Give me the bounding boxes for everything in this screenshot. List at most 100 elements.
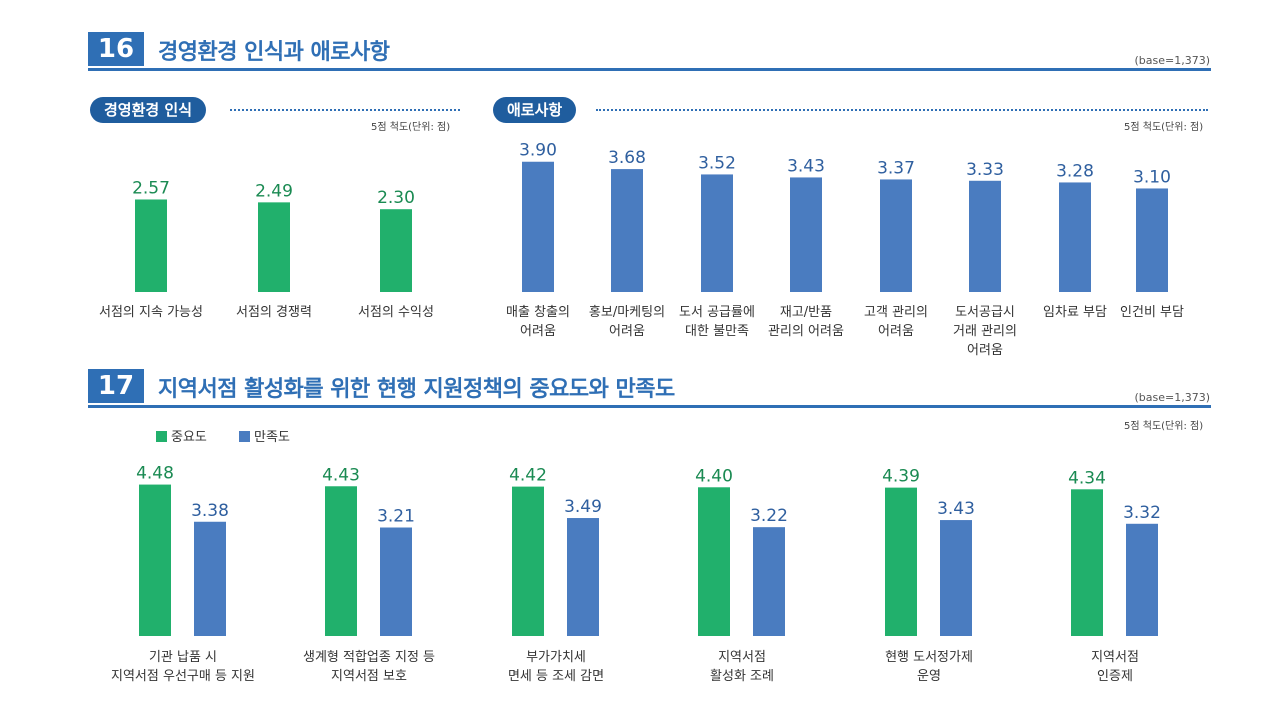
data-label: 3.90 — [519, 141, 557, 161]
legend-label: 만족도 — [254, 430, 290, 445]
data-label: 3.43 — [787, 156, 825, 176]
x-tick-label: 도서공급시 — [955, 305, 1015, 320]
x-tick-label: 서점의 경쟁력 — [236, 305, 312, 320]
bar — [139, 484, 171, 636]
bar — [1071, 489, 1103, 636]
x-tick-label: 서점의 지속 가능성 — [99, 305, 203, 320]
x-tick-label: 거래 관리의 — [953, 324, 1017, 339]
data-label: 3.68 — [608, 148, 646, 168]
legend-item-satisfaction: 만족도 — [239, 430, 290, 445]
bar — [701, 174, 733, 292]
data-label: 2.30 — [377, 188, 415, 208]
data-label: 3.22 — [750, 506, 788, 526]
chart-legend: 중요도 만족도 — [156, 426, 318, 445]
bar — [753, 527, 785, 636]
data-label: 3.10 — [1133, 167, 1171, 187]
bar — [512, 486, 544, 636]
bar — [522, 161, 554, 292]
bar — [194, 521, 226, 636]
bar — [1059, 182, 1091, 292]
bar — [940, 520, 972, 636]
unit-label: 5점 척도(단위: 점) — [1124, 122, 1204, 133]
data-label: 4.39 — [882, 467, 920, 487]
pill-difficulties: 애로사항 — [493, 97, 577, 123]
bar — [698, 487, 730, 636]
x-tick-label: 서점의 수익성 — [358, 305, 434, 320]
data-label: 3.38 — [191, 501, 229, 521]
x-tick-label: 지역서점 — [1091, 650, 1139, 665]
data-label: 4.43 — [322, 465, 360, 485]
pill-business-perception: 경영환경 인식 — [90, 97, 207, 123]
x-tick-label: 대한 불만족 — [685, 324, 749, 339]
legend-swatch — [239, 431, 251, 442]
unit-label: 5점 척도(단위: 점) — [371, 122, 451, 133]
unit-label: 5점 척도(단위: 점) — [1124, 421, 1204, 432]
base-note: (base=1,373) — [1134, 54, 1210, 67]
x-tick-label: 지역서점 — [718, 650, 766, 665]
section-17-header: 17 지역서점 활성화를 위한 현행 지원정책의 중요도와 만족도 — [88, 369, 1211, 409]
x-tick-label: 관리의 어려움 — [768, 324, 844, 339]
data-label: 2.57 — [132, 178, 170, 198]
x-tick-label: 지역서점 우선구매 등 지원 — [111, 669, 255, 684]
section-number: 16 — [88, 32, 144, 66]
data-label: 4.42 — [509, 466, 547, 486]
section-number: 17 — [88, 369, 144, 403]
bar — [258, 202, 290, 292]
x-tick-label: 어려움 — [609, 324, 645, 339]
bar — [611, 169, 643, 292]
x-tick-label: 생계형 적합업종 지정 등 — [303, 650, 435, 665]
dotted-divider — [230, 109, 460, 111]
x-tick-label: 임차료 부담 — [1043, 305, 1107, 320]
bar — [885, 487, 917, 636]
section-divider — [88, 68, 1211, 71]
legend-swatch — [156, 431, 167, 442]
bar — [567, 518, 599, 636]
x-tick-label: 어려움 — [878, 324, 914, 339]
data-label: 4.48 — [136, 464, 174, 484]
section-16-header: 16 경영환경 인식과 애로사항 — [88, 32, 1211, 72]
bar — [1126, 523, 1158, 636]
x-tick-label: 인건비 부담 — [1120, 305, 1184, 320]
x-tick-label: 고객 관리의 — [864, 305, 928, 320]
x-tick-label: 지역서점 보호 — [331, 669, 407, 684]
bar — [1136, 188, 1168, 292]
x-tick-label: 홍보/마케팅의 — [589, 305, 665, 320]
base-note: (base=1,373) — [1134, 391, 1210, 404]
bar — [380, 209, 412, 292]
x-tick-label: 기관 납품 시 — [149, 650, 217, 665]
data-label: 3.28 — [1056, 161, 1094, 181]
section-title: 지역서점 활성화를 위한 현행 지원정책의 중요도와 만족도 — [158, 377, 675, 402]
x-tick-label: 어려움 — [520, 324, 556, 339]
bar — [135, 199, 167, 292]
data-label: 3.33 — [966, 160, 1004, 180]
data-label: 3.37 — [877, 158, 915, 178]
x-tick-label: 인증제 — [1097, 669, 1133, 684]
data-label: 2.49 — [255, 181, 293, 201]
bar — [880, 179, 912, 292]
data-label: 3.21 — [377, 507, 415, 527]
legend-item-importance: 중요도 — [156, 430, 207, 445]
bar — [790, 177, 822, 292]
bar — [380, 527, 412, 636]
x-tick-label: 면세 등 조세 감면 — [508, 669, 604, 684]
x-tick-label: 매출 창출의 — [506, 305, 570, 320]
x-tick-label: 도서 공급률에 — [679, 305, 755, 320]
data-label: 4.40 — [695, 466, 733, 486]
x-tick-label: 부가가치세 — [526, 650, 586, 665]
x-tick-label: 활성화 조례 — [710, 669, 774, 684]
x-tick-label: 재고/반품 — [780, 305, 832, 320]
x-tick-label: 어려움 — [967, 343, 1003, 358]
data-label: 3.32 — [1123, 503, 1161, 523]
section-divider — [88, 405, 1211, 408]
legend-label: 중요도 — [171, 430, 207, 445]
data-label: 3.52 — [698, 153, 736, 173]
x-tick-label: 현행 도서정가제 — [885, 649, 973, 665]
section-title: 경영환경 인식과 애로사항 — [158, 40, 390, 65]
data-label: 4.34 — [1068, 468, 1106, 488]
data-label: 3.43 — [937, 499, 975, 519]
bar — [969, 180, 1001, 292]
bar — [325, 486, 357, 636]
x-tick-label: 운영 — [917, 669, 941, 684]
dotted-divider — [596, 109, 1208, 111]
